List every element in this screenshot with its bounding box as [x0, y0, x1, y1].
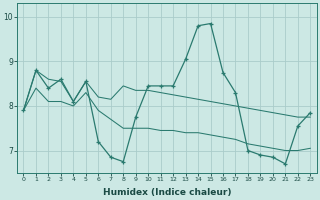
X-axis label: Humidex (Indice chaleur): Humidex (Indice chaleur): [103, 188, 231, 197]
